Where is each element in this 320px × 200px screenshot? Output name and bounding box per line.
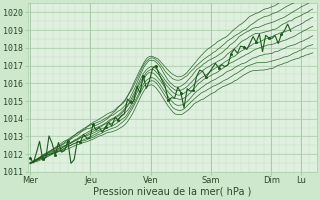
X-axis label: Pression niveau de la mer( hPa ): Pression niveau de la mer( hPa ) <box>93 187 251 197</box>
